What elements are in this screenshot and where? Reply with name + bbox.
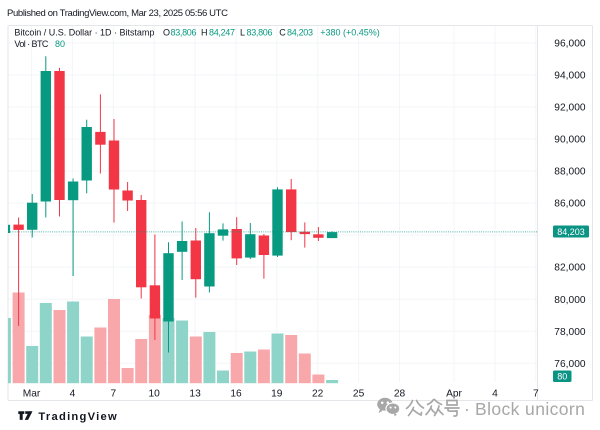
svg-text:80,000: 80,000 xyxy=(554,295,586,306)
svg-text:82,000: 82,000 xyxy=(554,263,586,274)
svg-text:7: 7 xyxy=(533,389,539,400)
svg-text:80: 80 xyxy=(55,39,65,49)
svg-text:80: 80 xyxy=(557,372,567,382)
svg-text:22: 22 xyxy=(312,389,324,400)
svg-text:83,806: 83,806 xyxy=(171,28,197,38)
svg-text:76,000: 76,000 xyxy=(554,359,586,370)
svg-text:88,000: 88,000 xyxy=(554,167,586,178)
svg-text:Vol · BTC: Vol · BTC xyxy=(14,39,49,49)
svg-text:C: C xyxy=(279,28,286,38)
svg-text:96,000: 96,000 xyxy=(554,39,586,50)
svg-text:84,247: 84,247 xyxy=(209,28,235,38)
svg-text:19: 19 xyxy=(271,389,283,400)
svg-text:+380 (+0.45%): +380 (+0.45%) xyxy=(320,28,379,38)
svg-text:·: · xyxy=(464,399,470,419)
svg-text:Published on TradingView.com,: Published on TradingView.com, Mar 23, 20… xyxy=(7,8,228,19)
svg-text:Bitcoin / U.S. Dollar · 1D · B: Bitcoin / U.S. Dollar · 1D · Bitstamp xyxy=(14,28,154,38)
svg-text:25: 25 xyxy=(353,389,365,400)
svg-text:O: O xyxy=(163,28,170,38)
svg-text:78,000: 78,000 xyxy=(554,327,586,338)
svg-text:84,203: 84,203 xyxy=(287,28,313,38)
svg-text:H: H xyxy=(201,28,208,38)
svg-text:Mar: Mar xyxy=(23,389,41,400)
svg-text:4: 4 xyxy=(70,389,76,400)
svg-text:13: 13 xyxy=(189,389,201,400)
svg-text:90,000: 90,000 xyxy=(554,135,586,146)
svg-text:28: 28 xyxy=(394,389,406,400)
svg-text:83,806: 83,806 xyxy=(247,28,273,38)
svg-text:4: 4 xyxy=(492,389,498,400)
svg-text:L: L xyxy=(240,28,245,38)
svg-text:7: 7 xyxy=(110,389,116,400)
svg-text:94,000: 94,000 xyxy=(554,71,586,82)
svg-text:Block unicorn: Block unicorn xyxy=(475,399,585,419)
svg-text:92,000: 92,000 xyxy=(554,103,586,114)
svg-text:16: 16 xyxy=(230,389,242,400)
svg-text:10: 10 xyxy=(149,389,161,400)
svg-text:Apr: Apr xyxy=(446,389,462,400)
svg-text:TradingView: TradingView xyxy=(38,411,117,423)
svg-text:86,000: 86,000 xyxy=(554,199,586,210)
svg-text:84,203: 84,203 xyxy=(557,227,585,237)
